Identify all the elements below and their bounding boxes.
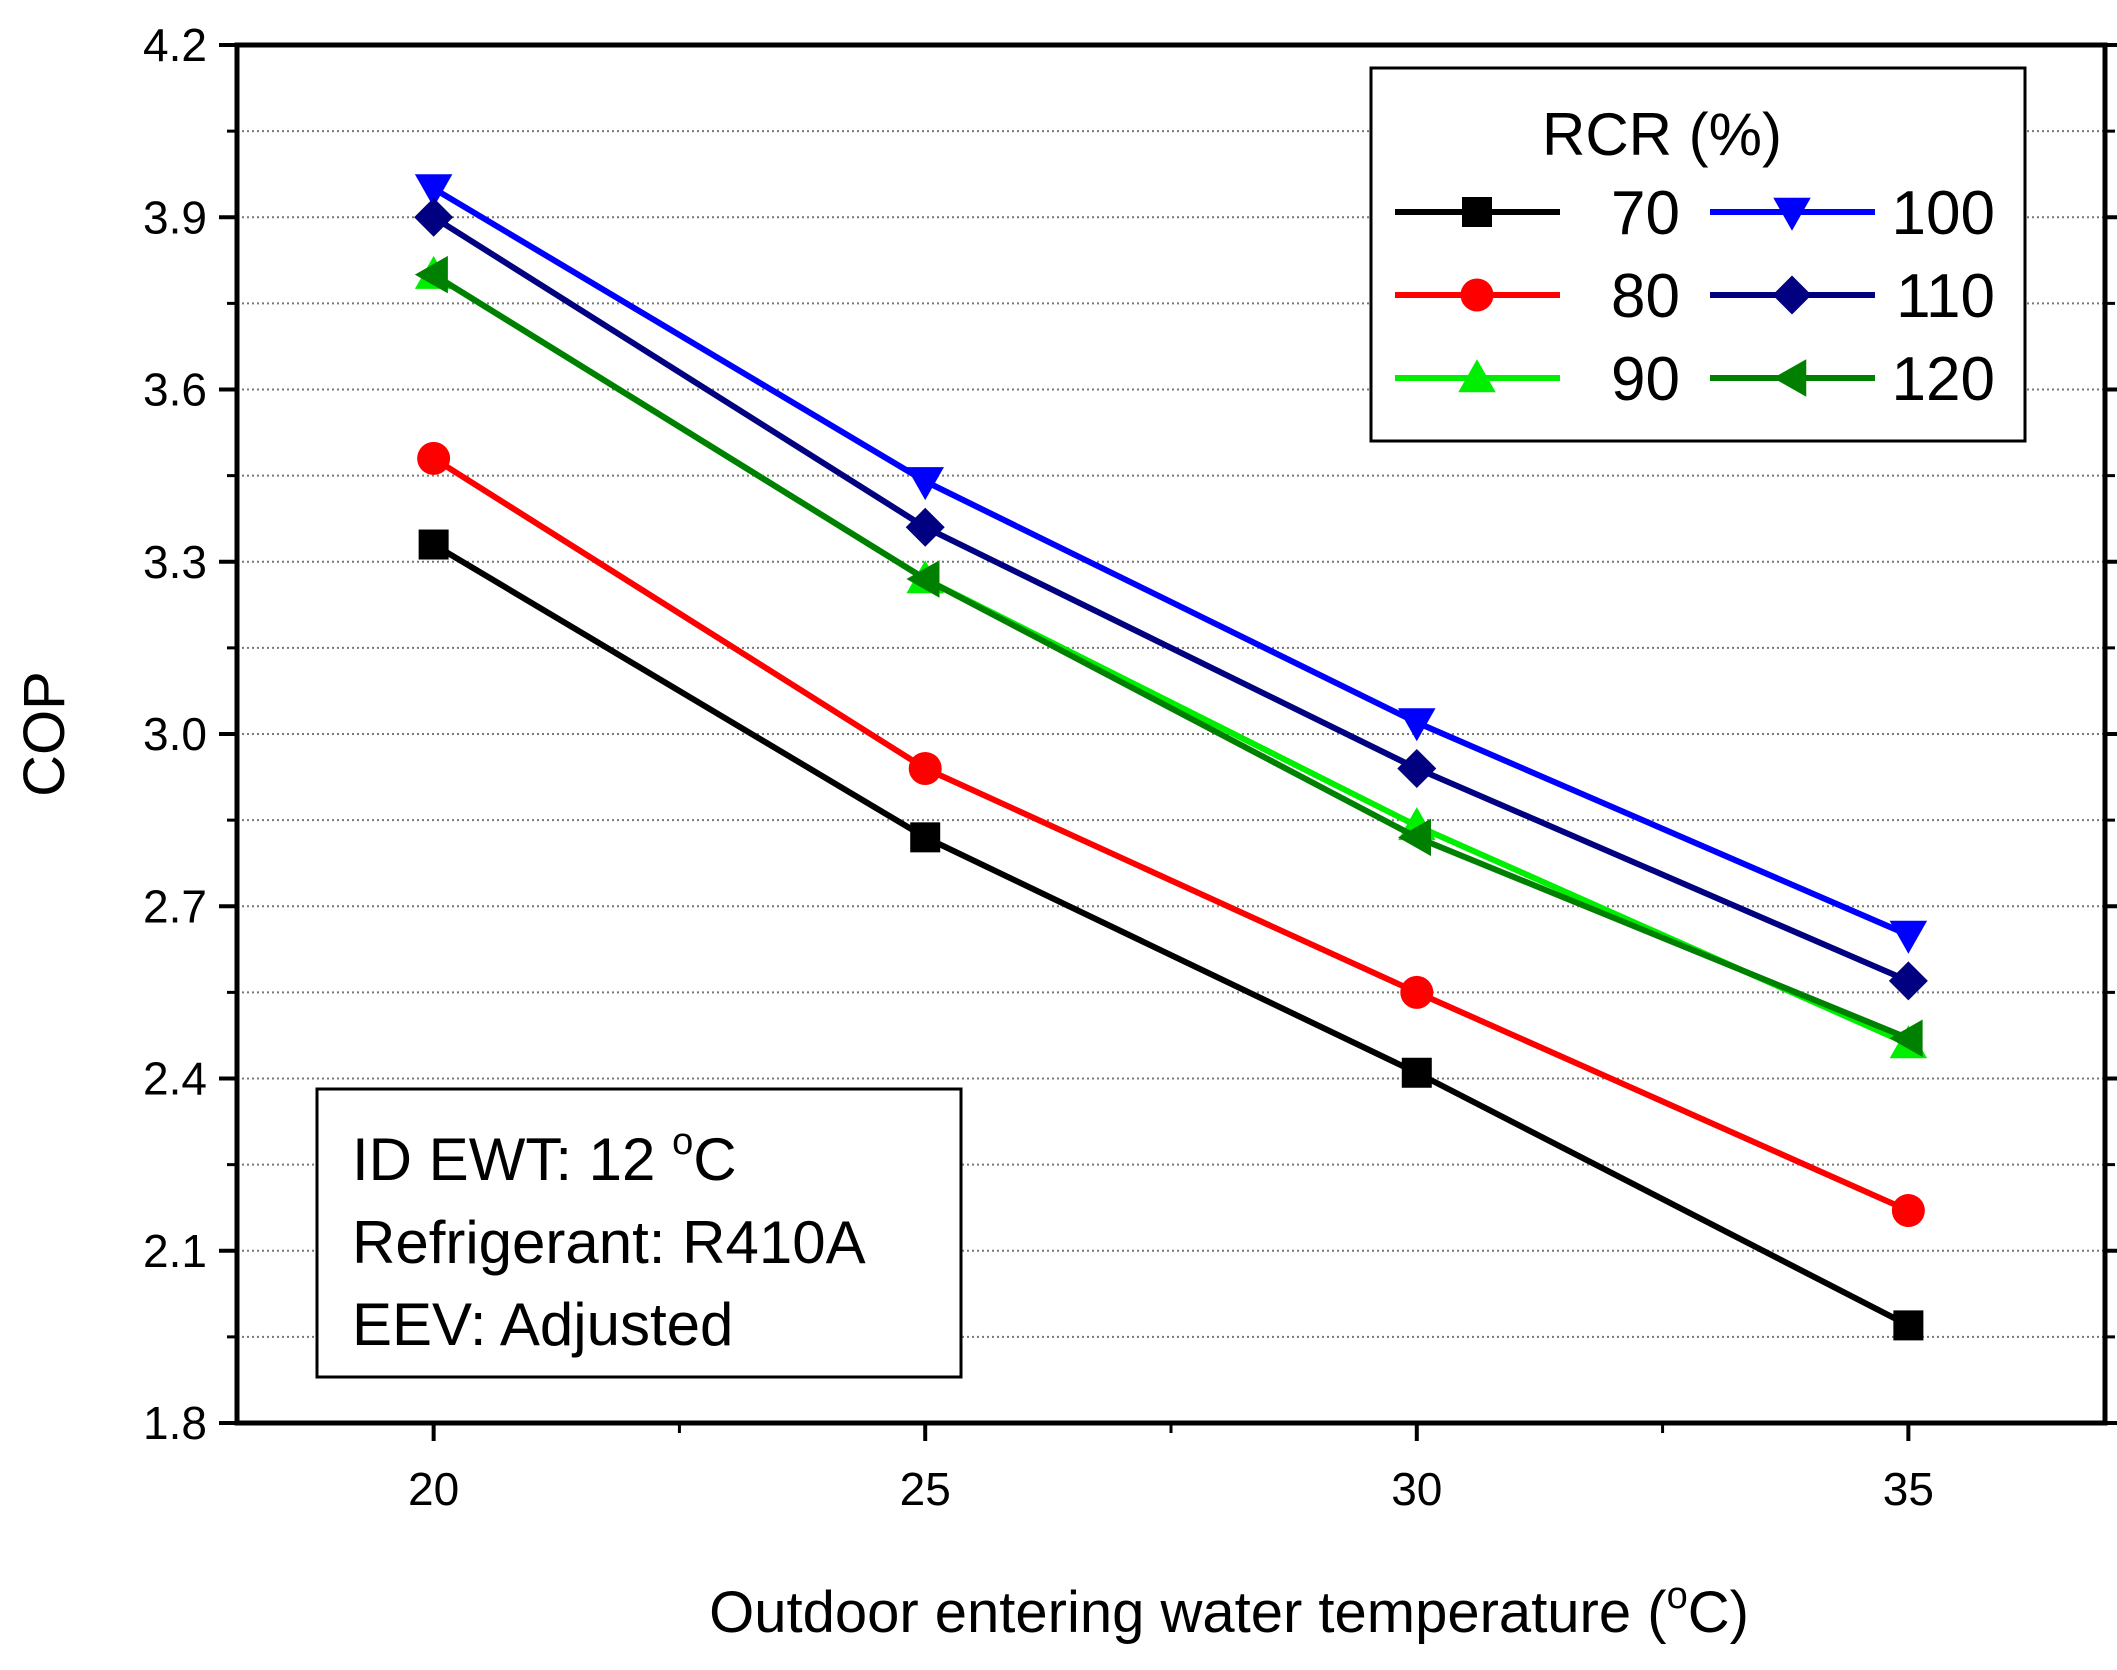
series-line-110: [432, 214, 1910, 984]
data-point-110: [414, 197, 454, 237]
legend-label: 110: [1896, 262, 1995, 331]
legend-item-110: 110: [1710, 262, 1995, 331]
data-point-80: [908, 751, 942, 785]
legend-item-90: 90: [1395, 345, 1680, 414]
series-line-100: [432, 185, 1910, 938]
annotation-line-1-unit: C: [693, 1126, 736, 1193]
y-tick-label: 3.6: [143, 364, 207, 416]
legend-item-100: 100: [1710, 179, 1995, 248]
series-layer: [414, 174, 1928, 1341]
data-point-110: [1397, 748, 1437, 788]
annotation-frame: [315, 1087, 963, 1379]
y-tick-label: 4.2: [143, 19, 207, 71]
data-point-110: [905, 507, 945, 547]
data-point-120: [1889, 1019, 1923, 1058]
data-point-70: [1893, 1310, 1924, 1341]
y-tick-label: 3.9: [143, 191, 207, 243]
y-axis-title: COP: [12, 671, 77, 797]
legend-label: 90: [1611, 345, 1680, 414]
series-70: [418, 529, 1924, 1341]
data-point-120: [414, 255, 448, 294]
data-point-120: [1398, 818, 1432, 857]
x-axis-title-unit: C): [1688, 1580, 1749, 1645]
x-tick-label: 25: [900, 1463, 951, 1515]
data-point-100: [1398, 708, 1436, 742]
series-80: [417, 441, 1925, 1228]
y-tick-label: 2.1: [143, 1225, 207, 1277]
x-axis-title: Outdoor entering water temperature (oC): [709, 1575, 1749, 1645]
data-point-70: [1401, 1057, 1432, 1088]
data-point-80: [417, 441, 451, 475]
legend-marker: [1462, 197, 1492, 227]
annotation-box: ID EWT: 12 oC Refrigerant: R410A EEV: Ad…: [315, 1087, 963, 1379]
annotation-line-1: ID EWT: 12 oC: [352, 1121, 737, 1193]
legend: RCR (%) 70 80 90 100 110 120: [1369, 66, 2027, 443]
data-point-80: [1400, 975, 1434, 1009]
series-line-80: [432, 455, 1910, 1214]
data-point-100: [1889, 920, 1928, 954]
legend-marker: [1773, 197, 1811, 231]
data-point-100: [906, 467, 944, 501]
legend-label: 120: [1892, 345, 1995, 414]
data-point-100: [414, 174, 453, 208]
annotation-line-1-sup: o: [672, 1121, 693, 1163]
legend-label: 70: [1611, 179, 1680, 248]
y-tick-label: 3.3: [143, 536, 207, 588]
x-axis-title-text: Outdoor entering water temperature (: [709, 1580, 1666, 1645]
x-tick-label: 35: [1883, 1463, 1934, 1515]
legend-marker: [1773, 359, 1807, 397]
legend-item-80: 80: [1395, 262, 1680, 331]
x-axis-title-sup: o: [1667, 1575, 1688, 1617]
y-tick-label: 1.8: [143, 1397, 207, 1449]
y-tick-label: 3.0: [143, 708, 207, 760]
axis-ticks: 1.8 2.1 2.4 2.7 3.0 3.3 3.6 3.9 4.2 20 25 30 35: [143, 19, 2117, 1515]
series-line-120: [432, 272, 1910, 1042]
legend-items: 70 80 90 100 110 120: [1395, 179, 1995, 414]
data-point-120: [906, 560, 940, 598]
annotation-line-1-text: ID EWT: 12: [352, 1126, 672, 1193]
data-point-80: [1891, 1194, 1925, 1228]
legend-item-120: 120: [1710, 345, 1995, 414]
series-100: [414, 174, 1928, 954]
legend-title: RCR (%): [1542, 101, 1782, 168]
legend-item-70: 70: [1395, 179, 1680, 248]
data-point-70: [418, 529, 449, 560]
legend-label: 80: [1611, 262, 1680, 331]
y-tick-label: 2.4: [143, 1053, 207, 1105]
legend-marker: [1458, 359, 1496, 393]
x-tick-label: 20: [408, 1463, 459, 1515]
data-point-70: [910, 822, 941, 853]
legend-marker: [1772, 275, 1812, 315]
series-120: [414, 255, 1923, 1058]
data-point-110: [1888, 961, 1928, 1001]
legend-marker: [1460, 278, 1494, 312]
annotation-line-3: EEV: Adjusted: [352, 1291, 733, 1358]
legend-label: 100: [1892, 179, 1995, 248]
x-tick-label: 30: [1391, 1463, 1442, 1515]
series-110: [414, 197, 1928, 1001]
y-tick-label: 2.7: [143, 880, 207, 932]
series-line-70: [432, 541, 1910, 1329]
annotation-line-2: Refrigerant: R410A: [352, 1209, 866, 1276]
